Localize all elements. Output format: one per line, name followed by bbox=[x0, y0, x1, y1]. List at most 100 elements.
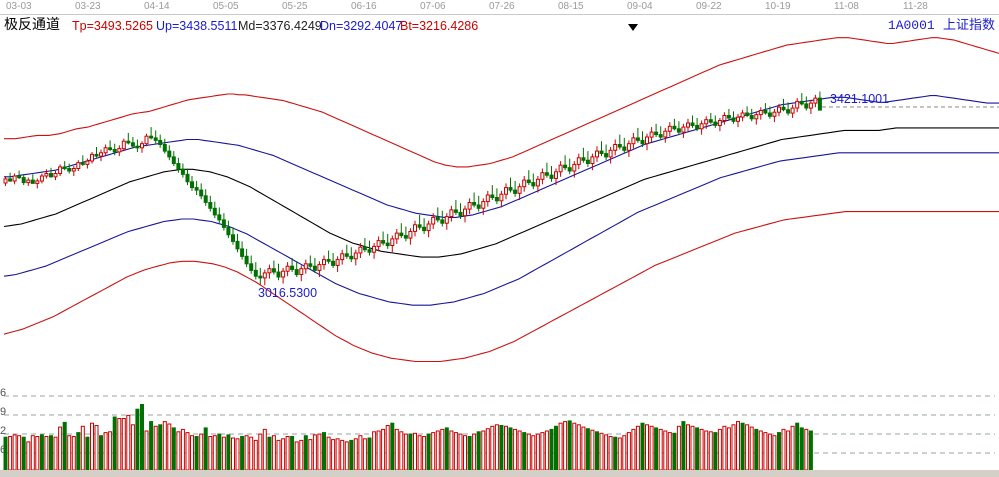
volume-bar bbox=[253, 439, 258, 470]
candle-body bbox=[121, 140, 126, 150]
candle-body bbox=[99, 152, 103, 157]
header-value-up: Up=3438.5511 bbox=[156, 19, 238, 33]
candle-body bbox=[153, 137, 158, 141]
volume-bar bbox=[531, 435, 536, 470]
candle-body bbox=[563, 164, 568, 169]
volume-bar bbox=[326, 436, 331, 470]
candle-body bbox=[167, 150, 172, 158]
candle-body bbox=[303, 263, 308, 270]
volume-bar bbox=[467, 436, 472, 470]
volume-bar bbox=[30, 435, 35, 470]
volume-bar bbox=[585, 428, 590, 470]
candle-body bbox=[508, 187, 513, 191]
candle-body bbox=[481, 201, 486, 209]
volume-bar bbox=[572, 422, 577, 470]
volume-bar bbox=[599, 432, 604, 470]
candle-body bbox=[340, 253, 345, 261]
candle-body bbox=[276, 271, 281, 278]
volume-bar bbox=[795, 422, 800, 470]
candle-body bbox=[21, 177, 26, 184]
candle-body bbox=[208, 202, 213, 209]
indicator-header: 极反通道 1A0001 上证指数 Tp=3493.5265 Up=3438.551… bbox=[0, 16, 999, 36]
volume-bar bbox=[631, 428, 636, 470]
volume-bar bbox=[80, 425, 85, 470]
date-tick-03-03: 03-03 bbox=[6, 1, 32, 12]
candle-body bbox=[686, 122, 690, 128]
volume-bar bbox=[267, 436, 272, 470]
price-annotation-label: 3016.5300 bbox=[258, 286, 317, 300]
candle-body bbox=[649, 131, 654, 138]
candle-body bbox=[526, 179, 531, 184]
header-value-md: Md=3376.4249 bbox=[238, 19, 322, 33]
volume-bar bbox=[385, 425, 390, 470]
candle-body bbox=[199, 189, 204, 197]
volume-bar bbox=[376, 430, 381, 470]
volume-bar bbox=[76, 432, 81, 470]
candle-body bbox=[417, 224, 422, 228]
volume-bar bbox=[544, 430, 549, 470]
candle-body bbox=[599, 150, 604, 155]
candle-body bbox=[763, 110, 768, 114]
candle-body bbox=[126, 140, 131, 144]
volume-bar bbox=[290, 436, 295, 470]
date-tick-07-06: 07-06 bbox=[420, 1, 446, 12]
candle-body bbox=[595, 150, 599, 158]
candle-body bbox=[422, 226, 427, 232]
candle-body bbox=[267, 268, 272, 274]
candle-body bbox=[795, 100, 800, 109]
candle-body bbox=[240, 248, 245, 257]
candle-body bbox=[699, 123, 704, 130]
candle-body bbox=[103, 147, 108, 154]
candle-body bbox=[308, 263, 313, 267]
volume-bar bbox=[403, 433, 408, 470]
candle-body bbox=[299, 268, 304, 275]
candle-body bbox=[772, 111, 777, 117]
candle-body bbox=[485, 194, 490, 203]
volume-bar bbox=[504, 425, 508, 470]
candle-body bbox=[453, 209, 458, 213]
volume-bar bbox=[39, 434, 44, 470]
volume-bar bbox=[635, 425, 640, 470]
volume-bar bbox=[617, 437, 622, 470]
volume-bar bbox=[17, 435, 22, 470]
volume-bar bbox=[26, 441, 31, 470]
candle-body bbox=[162, 144, 167, 152]
volume-bar bbox=[240, 436, 245, 470]
candle-body bbox=[758, 110, 763, 116]
candle-body bbox=[17, 175, 22, 179]
candle-body bbox=[449, 209, 454, 217]
candle-body bbox=[622, 146, 627, 151]
candle-body bbox=[203, 195, 208, 203]
volume-bar bbox=[749, 426, 754, 470]
candle-body bbox=[604, 153, 609, 158]
volume-bar bbox=[394, 428, 399, 470]
candle-body bbox=[722, 115, 727, 121]
price-panel[interactable]: 3421.1001 3016.5300 bbox=[0, 36, 999, 388]
date-tick-05-05: 05-05 bbox=[213, 1, 239, 12]
volume-bar bbox=[226, 434, 231, 470]
volume-bar bbox=[340, 439, 345, 470]
candle-body bbox=[681, 126, 686, 133]
volume-bar bbox=[554, 425, 558, 470]
candle-body bbox=[576, 157, 581, 165]
volume-panel[interactable]: 6 9 2 6 bbox=[0, 388, 999, 470]
candle-body bbox=[690, 122, 695, 126]
volume-bar bbox=[258, 433, 263, 470]
candle-body bbox=[608, 149, 613, 158]
volume-bar bbox=[485, 428, 490, 470]
candle-body bbox=[540, 172, 545, 180]
candle-body bbox=[777, 106, 781, 113]
candle-body bbox=[385, 242, 390, 247]
candle-body bbox=[494, 197, 499, 202]
volume-bar bbox=[358, 435, 363, 470]
volume-bar bbox=[622, 435, 627, 470]
volume-bar bbox=[476, 431, 481, 470]
candle-body bbox=[372, 245, 377, 253]
volume-bar bbox=[221, 436, 226, 470]
volume-bar bbox=[126, 414, 131, 470]
date-tick-09-22: 09-22 bbox=[696, 1, 722, 12]
volume-bar bbox=[667, 432, 672, 470]
volume-bar bbox=[740, 422, 745, 470]
candle-body bbox=[67, 168, 72, 172]
candle-body bbox=[617, 144, 622, 148]
